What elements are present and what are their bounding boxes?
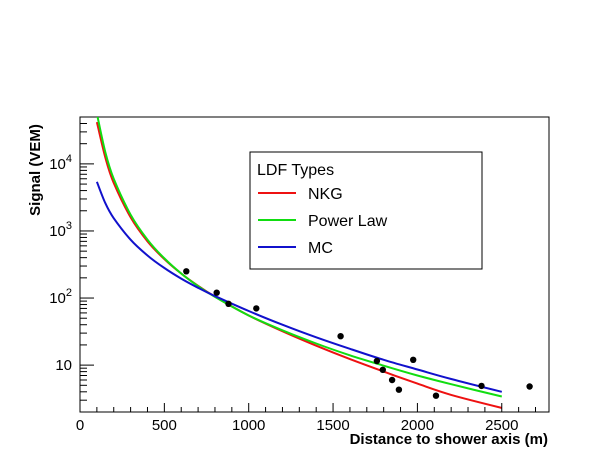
data-point [388,376,396,384]
legend-label: NKG [308,186,343,203]
legend-label: MC [308,240,333,257]
data-point [526,383,533,390]
data-point [432,392,440,399]
y-axis-title: Signal (VEM) [27,124,44,216]
y-tick-label: 10 [55,357,72,374]
legend-label: Power Law [308,213,388,230]
plot-frame [79,116,550,413]
y-tick-label: 104 [49,153,72,173]
data-point [373,357,381,365]
series-line-mc [95,181,503,393]
data-point [183,268,190,275]
x-tick-label: 2500 [485,417,518,434]
y-tick-label: 103 [49,220,72,240]
data-point [410,356,417,363]
x-tick-label: 0 [76,417,84,434]
x-tick-label: 1500 [316,417,349,434]
data-point [337,333,344,340]
x-tick-label: 500 [152,417,177,434]
legend: LDF Types NKG Power Law MC [249,151,483,270]
x-tick-label: 2000 [401,417,434,434]
data-point [379,366,386,373]
y-tick-label: 102 [49,287,72,307]
x-tick-label: 1000 [232,417,265,434]
series-layer [95,117,503,409]
legend-title: LDF Types [257,162,334,179]
data-point [213,289,220,296]
data-point [395,386,403,393]
points-layer [183,268,533,399]
x-axis-title: Distance to shower axis (m) [350,431,548,448]
x-axis: 0 500 1000 1500 2000 2500 [76,403,537,434]
data-point [225,300,232,307]
data-point [253,305,260,312]
y-axis: 10 102 103 104 [49,116,94,413]
legend-box [249,151,483,270]
data-point [478,382,485,390]
